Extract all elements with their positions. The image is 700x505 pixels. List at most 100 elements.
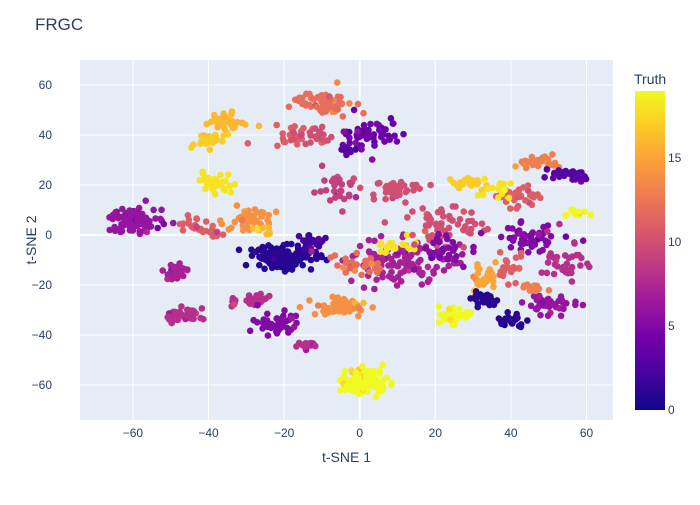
data-point [135, 211, 143, 218]
data-point [308, 248, 315, 255]
data-point [464, 310, 472, 318]
data-point [579, 237, 587, 244]
data-point [374, 260, 382, 267]
data-point [332, 194, 339, 201]
data-point [312, 253, 320, 260]
data-point [484, 185, 492, 193]
y-tick-label: 20 [39, 178, 53, 192]
data-point [143, 228, 151, 236]
data-point [515, 186, 523, 193]
data-point [465, 217, 472, 225]
data-point [477, 293, 484, 301]
data-point [509, 225, 516, 232]
data-point [209, 185, 216, 193]
data-point [165, 314, 172, 321]
data-point [568, 278, 576, 285]
data-point [370, 196, 378, 203]
data-point [388, 379, 396, 387]
data-point [497, 233, 505, 241]
data-point [484, 291, 491, 299]
data-point [293, 141, 301, 148]
data-point [334, 106, 342, 113]
data-point [213, 228, 221, 236]
y-tick-label: −60 [32, 378, 53, 392]
x-tick-label: 20 [429, 426, 443, 440]
data-point [470, 243, 477, 251]
data-point [461, 176, 469, 184]
data-point [359, 385, 367, 392]
data-point [522, 197, 529, 204]
data-point [399, 241, 406, 248]
data-point [193, 223, 200, 231]
data-point [285, 103, 293, 111]
data-point [300, 342, 307, 349]
data-point [367, 254, 375, 262]
data-point [485, 300, 493, 307]
data-point [512, 316, 519, 323]
data-point [348, 277, 355, 285]
data-point [374, 180, 382, 187]
x-tick-label: 40 [504, 426, 518, 440]
data-point [440, 267, 448, 274]
data-point [308, 237, 315, 245]
data-point [290, 323, 298, 331]
data-point [178, 303, 185, 310]
data-point [245, 216, 253, 224]
data-point [290, 129, 297, 136]
data-point [346, 100, 353, 107]
data-point [551, 169, 558, 177]
data-point [449, 203, 457, 210]
data-point [524, 182, 532, 189]
x-axis-label: t-SNE 1 [322, 449, 371, 465]
data-point [575, 208, 583, 215]
data-point [528, 153, 536, 161]
data-point [315, 243, 323, 250]
data-point [393, 282, 401, 289]
data-point [330, 175, 338, 182]
data-point [545, 287, 553, 294]
data-point [416, 269, 423, 277]
data-point [337, 187, 344, 195]
data-point [377, 232, 385, 240]
data-point [296, 252, 304, 260]
data-point [373, 253, 381, 261]
data-point [273, 330, 281, 337]
data-point [371, 237, 378, 245]
data-point [333, 79, 341, 86]
data-point [577, 262, 584, 269]
data-point [524, 317, 531, 324]
data-point [318, 162, 326, 170]
data-point [269, 248, 277, 256]
y-tick-label: −20 [32, 278, 53, 292]
data-point [546, 253, 553, 260]
data-point [206, 146, 214, 153]
data-point [288, 314, 296, 322]
data-point [233, 202, 241, 209]
data-point [222, 177, 229, 185]
data-point [551, 261, 559, 268]
data-point [306, 297, 313, 304]
data-point [147, 223, 155, 230]
data-point [318, 253, 326, 261]
data-point [544, 312, 552, 320]
data-point [279, 130, 287, 137]
data-point [325, 306, 333, 314]
data-point [579, 301, 587, 309]
data-point [562, 233, 570, 240]
data-point [527, 302, 535, 310]
data-point [127, 224, 134, 231]
data-point [573, 251, 580, 259]
data-point [204, 174, 212, 182]
data-point [281, 307, 288, 314]
data-point [517, 249, 525, 257]
data-point [219, 231, 227, 238]
data-point [342, 269, 350, 276]
data-point [437, 220, 445, 227]
data-point [512, 254, 520, 261]
data-point [341, 367, 349, 375]
data-point [391, 132, 398, 140]
data-point [504, 264, 512, 272]
data-point [435, 230, 442, 238]
data-point [189, 315, 197, 322]
